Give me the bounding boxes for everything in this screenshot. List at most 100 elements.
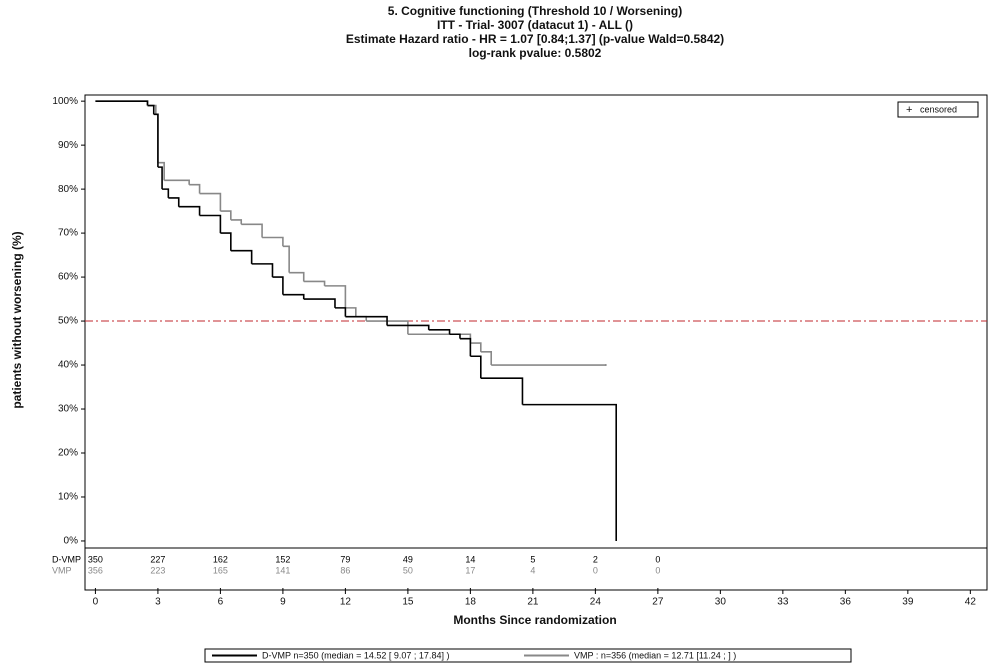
km-step [303,298,336,308]
risk-count: 223 [150,565,165,575]
risk-count: 152 [275,554,290,564]
km-step [178,205,201,216]
km-step [153,113,159,168]
risk-count: 165 [213,565,228,575]
km-step [459,337,472,357]
km-step [189,183,201,194]
x-tick-label: 15 [402,597,414,608]
y-tick-label: 80% [58,184,78,195]
x-tick-label: 3 [155,597,161,608]
km-step [282,245,290,273]
risk-count: 227 [150,554,165,564]
x-tick-label: 6 [218,597,224,608]
km-step [272,276,284,295]
km-step [449,333,461,339]
km-step [162,188,170,198]
risk-count: 356 [88,565,103,575]
x-tick-label: 33 [777,597,789,608]
step-end [604,364,607,367]
risk-count: 14 [465,554,475,564]
x-tick-label: 0 [93,597,99,608]
km-step [157,166,163,190]
km-step [199,214,222,234]
censor-legend-box [897,101,979,118]
km-step [95,100,149,106]
km-step [251,263,274,278]
risk-count: 17 [465,565,475,575]
y-tick-label: 20% [58,448,78,459]
y-tick-label: 10% [58,492,78,503]
y-tick-label: 30% [58,404,78,415]
x-tick-label: 18 [465,597,477,608]
km-step [164,179,190,185]
y-tick-label: 70% [58,228,78,239]
km-step [470,355,482,379]
km-step [282,293,305,300]
plot-frame [84,94,988,591]
risk-count: 141 [275,565,290,575]
km-step [470,342,482,352]
km-step [345,315,388,326]
censor-legend-text: censored [920,104,957,114]
x-tick-label: 21 [527,597,539,608]
y-tick-label: 60% [58,272,78,283]
x-tick-label: 39 [902,597,914,608]
km-step [480,377,524,405]
x-tick-label: 30 [715,597,727,608]
km-step [147,104,155,115]
km-step [289,271,305,282]
y-tick-label: 50% [58,316,78,327]
risk-count: 4 [530,565,535,575]
risk-count: 5 [530,554,535,564]
km-step [157,161,165,181]
legend-text: D-VMP n=350 (median = 14.52 [ 9.07 ; 17.… [262,650,449,660]
km-step [220,232,232,251]
km-step [522,403,618,541]
risk-row-label: VMP [52,565,72,575]
km-step [366,320,409,335]
km-step [220,210,232,220]
km-step [199,192,222,212]
y-tick-label: 40% [58,360,78,371]
x-tick-label: 27 [652,597,664,608]
x-axis-label: Months Since randomization [453,613,616,627]
km-step [262,236,284,247]
risk-row-label: D-VMP [52,554,81,564]
risk-count: 350 [88,554,103,564]
km-step [147,104,157,115]
km-step [324,285,347,308]
km-step [480,351,493,366]
chart-title: Estimate Hazard ratio - HR = 1.07 [0.84;… [346,32,724,46]
km-step [230,219,243,225]
x-tick-label: 24 [590,597,602,608]
km-step [428,329,451,335]
y-axis-label: patients without worsening (%) [10,231,24,408]
risk-count: 86 [340,565,350,575]
risk-count: 2 [593,554,598,564]
x-tick-label: 9 [280,597,286,608]
x-tick-label: 12 [340,597,352,608]
censor-symbol: + [906,104,912,116]
risk-count: 50 [403,565,413,575]
y-tick-label: 90% [58,140,78,151]
chart-title: ITT - Trial- 3007 (datacut 1) - ALL () [437,18,633,32]
risk-count: 79 [340,554,350,564]
y-tick-label: 100% [52,96,78,107]
km-step [387,324,430,330]
km-step [345,307,357,317]
km-step [241,223,263,238]
km-step [303,280,326,286]
legend-text: VMP : n=356 (median = 12.71 [11.24 ; ] ) [574,650,736,660]
risk-count: 162 [213,554,228,564]
x-tick-label: 42 [965,597,977,608]
km-step [168,197,180,207]
x-tick-label: 36 [840,597,852,608]
y-tick-label: 0% [64,536,79,547]
risk-count: 0 [655,565,660,575]
km-step [230,249,253,264]
risk-count: 0 [593,565,598,575]
risk-count: 0 [655,554,660,564]
risk-count: 49 [403,554,413,564]
chart-title: log-rank pvalue: 0.5802 [469,46,602,60]
